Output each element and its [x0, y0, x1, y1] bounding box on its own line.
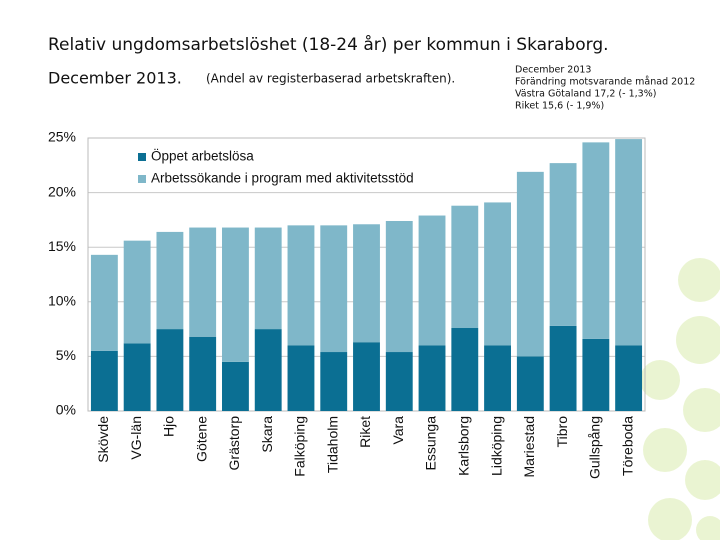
- x-tick-label: Skövde: [95, 416, 111, 463]
- bar-segment: [353, 224, 380, 343]
- y-tick-label: 25%: [48, 129, 76, 145]
- x-tick-label: Tibro: [554, 416, 570, 448]
- x-tick-label: Vara: [390, 416, 406, 445]
- legend-marker: [138, 153, 146, 161]
- bar-segment: [418, 345, 446, 411]
- bar-segment: [549, 325, 577, 411]
- y-tick-label: 10%: [48, 293, 76, 309]
- bar-segment: [385, 352, 413, 411]
- bar-segment: [90, 254, 118, 351]
- bar-segment: [222, 227, 249, 362]
- annotation: Riket 15,6 (- 1,9%): [515, 101, 604, 112]
- y-tick-label: 5%: [56, 347, 76, 363]
- x-tick-label: Lidköping: [488, 416, 504, 476]
- bar-segment: [254, 329, 282, 411]
- bar-segment: [418, 215, 446, 346]
- x-tick-label: Götene: [193, 416, 209, 462]
- bar-segment: [320, 225, 348, 353]
- bar-segment: [320, 352, 348, 411]
- subtitle: December 2013.: [48, 69, 182, 88]
- bar-segment: [516, 171, 544, 357]
- x-tick-label: Falköping: [292, 416, 308, 477]
- annotation: December 2013: [515, 65, 591, 76]
- y-tick-label: 0%: [56, 402, 76, 418]
- x-tick-label: Töreboda: [619, 416, 635, 476]
- bar-segment: [254, 227, 282, 330]
- x-tick-label: Karlsborg: [455, 416, 471, 476]
- bar-segment: [287, 225, 315, 346]
- legend-label: Öppet arbetslösa: [151, 149, 254, 164]
- x-tick-label: Essunga: [423, 416, 439, 471]
- x-tick-label: Grästorp: [226, 416, 242, 471]
- bar-segment: [189, 336, 217, 411]
- x-tick-label: Tidaholm: [324, 416, 340, 473]
- decoration: [640, 258, 720, 544]
- x-tick-label: VG-län: [128, 416, 144, 460]
- bar-segment: [385, 220, 413, 353]
- bar-segment: [156, 329, 184, 411]
- legend-label: Arbetssökande i program med aktivitetsst…: [151, 171, 414, 186]
- x-tick-label: Skara: [259, 416, 275, 453]
- bar-segment: [582, 338, 610, 411]
- bar-segment: [90, 350, 118, 411]
- title: Relativ ungdomsarbetslöshet (18-24 år) p…: [48, 34, 609, 55]
- subtitle-note: (Andel av registerbaserad arbetskraften)…: [206, 72, 455, 86]
- bar-segment: [451, 205, 479, 329]
- bar-segment: [156, 231, 184, 330]
- bar-segment: [287, 345, 315, 411]
- bar-segment: [582, 142, 610, 339]
- y-tick-label: 15%: [48, 238, 76, 254]
- bar-segment: [615, 345, 643, 411]
- legend-marker: [138, 175, 146, 183]
- x-tick-label: Mariestad: [521, 416, 537, 477]
- annotation: Västra Götaland 17,2 (- 1,3%): [515, 89, 656, 100]
- bar-segment: [123, 240, 151, 344]
- annotation: Förändring motsvarande månad 2012: [515, 77, 695, 88]
- bar-segment: [222, 361, 249, 411]
- x-tick-label: Riket: [357, 416, 373, 448]
- bar-segment: [549, 163, 577, 326]
- bar-segment: [615, 139, 643, 346]
- bar-segment: [516, 356, 544, 411]
- bar-segment: [123, 343, 151, 411]
- bar-segment: [484, 202, 511, 346]
- bar-segment: [353, 342, 380, 411]
- x-tick-label: Gullspång: [587, 416, 603, 479]
- bar-segment: [451, 328, 479, 411]
- y-tick-label: 20%: [48, 183, 76, 199]
- x-tick-label: Hjo: [161, 416, 177, 437]
- bar-segment: [484, 345, 511, 411]
- bar-segment: [189, 227, 217, 337]
